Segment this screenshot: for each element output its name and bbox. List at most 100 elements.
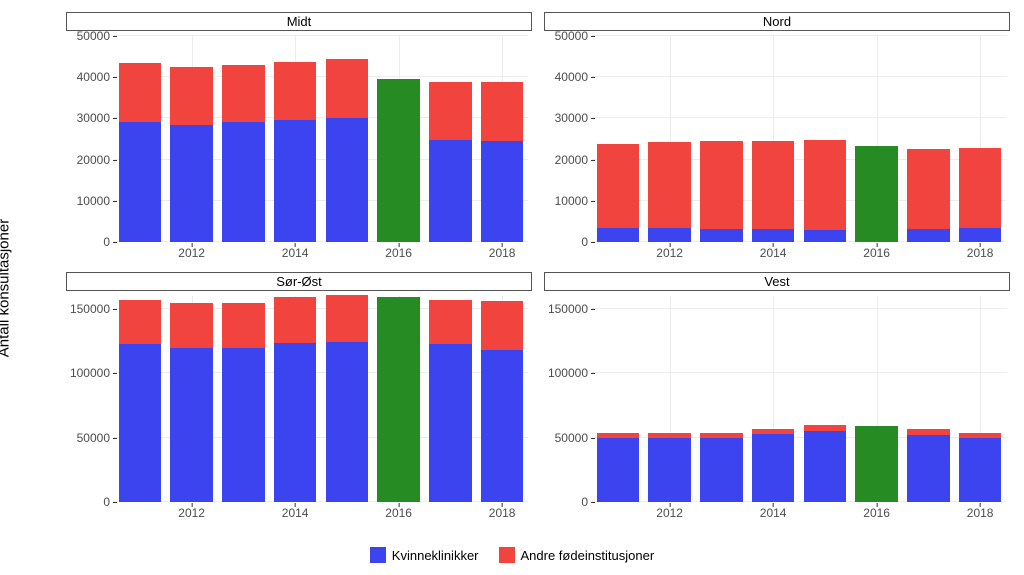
- legend-item: Kvinneklinikker: [370, 547, 479, 563]
- bar-slot: [373, 36, 425, 242]
- bar-segment-blue: [700, 438, 742, 502]
- y-tick: 0: [542, 235, 592, 249]
- bar-slot: [321, 36, 373, 242]
- legend-item: Andre fødeinstitusjoner: [499, 547, 655, 563]
- bar-slot: [218, 296, 270, 502]
- x-ticks: 2012201420162018: [592, 504, 1006, 524]
- bar-slot: [373, 296, 425, 502]
- bar-slot: [425, 296, 477, 502]
- x-tick: 2018: [489, 246, 516, 260]
- bar: [481, 82, 523, 242]
- bar-slot: [269, 36, 321, 242]
- y-tick: 20000: [64, 153, 114, 167]
- x-tick: 2016: [863, 506, 890, 520]
- bar-slot: [269, 296, 321, 502]
- bar-segment-blue: [274, 120, 316, 242]
- x-ticks: 2012201420162018: [114, 504, 528, 524]
- x-tick: 2014: [760, 246, 787, 260]
- legend: Kvinneklinikker Andre fødeinstitusjoner: [0, 547, 1024, 563]
- bar-segment-red: [752, 141, 794, 230]
- bar-segment-red: [804, 140, 846, 229]
- bar-segment-red: [907, 149, 949, 229]
- bar: [119, 300, 161, 502]
- bar-segment-blue: [804, 230, 846, 242]
- bar: [222, 65, 264, 242]
- facet-title: Midt: [66, 12, 532, 31]
- x-tick: 2016: [385, 506, 412, 520]
- y-tick: 50000: [542, 431, 592, 445]
- bar: [326, 59, 368, 242]
- x-ticks: 2012201420162018: [592, 244, 1006, 264]
- x-tick: 2014: [760, 506, 787, 520]
- bar-slot: [851, 296, 903, 502]
- legend-label: Kvinneklinikker: [392, 548, 479, 563]
- bar: [907, 429, 949, 502]
- x-tick: 2012: [178, 506, 205, 520]
- bar: [274, 62, 316, 242]
- bar-slot: [644, 296, 696, 502]
- bar-segment-red: [429, 300, 471, 344]
- plot-inner: 01000020000300004000050000: [592, 36, 1006, 242]
- bar-slot: [218, 36, 270, 242]
- bar: [804, 425, 846, 502]
- bar-segment-red: [274, 62, 316, 119]
- bar-segment-blue: [597, 438, 639, 502]
- bar-segment-blue: [959, 438, 1001, 502]
- bar: [377, 297, 419, 502]
- bar: [597, 433, 639, 502]
- bar: [170, 67, 212, 242]
- bar-slot: [644, 36, 696, 242]
- y-tick: 150000: [542, 302, 592, 316]
- bar-slot: [476, 36, 528, 242]
- legend-swatch: [370, 547, 386, 563]
- bar-slot: [592, 296, 644, 502]
- bar-slot: [425, 36, 477, 242]
- bar-segment-blue: [429, 140, 471, 242]
- bar-slot: [954, 296, 1006, 502]
- x-tick: 2012: [656, 506, 683, 520]
- bar: [804, 140, 846, 242]
- bar-segment-blue: [597, 228, 639, 242]
- plot-area: 01000020000300004000050000 2012 2014 2016 20…: [544, 31, 1010, 264]
- bar-segment-red: [326, 295, 368, 341]
- bar-slot: [166, 296, 218, 502]
- bar-segment-red: [481, 82, 523, 141]
- bar-segment-blue: [907, 435, 949, 502]
- bar-segment-blue: [222, 122, 264, 242]
- x-tick: 2016: [863, 246, 890, 260]
- plot-inner: 050000100000150000: [592, 296, 1006, 502]
- bar-segment-blue: [274, 343, 316, 502]
- y-tick: 20000: [542, 153, 592, 167]
- bar-segment-red: [119, 300, 161, 344]
- bar-slot: [747, 36, 799, 242]
- bar-slot: [166, 36, 218, 242]
- bar-segment-red: [274, 297, 316, 343]
- bar-segment-blue: [170, 348, 212, 502]
- bar-segment-green: [377, 79, 419, 242]
- plot-area: 0500001000001500002012201420162018: [66, 291, 532, 524]
- bar-slot: [903, 36, 955, 242]
- bar: [597, 144, 639, 242]
- bar-segment-red: [648, 142, 690, 228]
- bar-segment-green: [855, 146, 897, 242]
- bar-segment-blue: [481, 141, 523, 242]
- bar-segment-red: [222, 65, 264, 122]
- y-tick: 30000: [64, 111, 114, 125]
- plot-inner: 01000020000300004000050000: [114, 36, 528, 242]
- bar-segment-blue: [222, 348, 264, 502]
- bar: [855, 146, 897, 242]
- bar: [222, 303, 264, 502]
- x-tick: 2012: [656, 246, 683, 260]
- bar: [752, 141, 794, 242]
- x-tick: 2016: [385, 246, 412, 260]
- bar-slot: [696, 36, 748, 242]
- facet-title: Vest: [544, 272, 1010, 291]
- bar-segment-blue: [119, 122, 161, 242]
- bar-segment-red: [481, 301, 523, 351]
- bar-segment-red: [119, 63, 161, 122]
- bar-segment-red: [959, 148, 1001, 228]
- bar-slot: [799, 296, 851, 502]
- facet-panel: Vest0500001000001500002012201420162018: [544, 272, 1010, 524]
- x-tick: 2014: [282, 506, 309, 520]
- bar-slot: [114, 36, 166, 242]
